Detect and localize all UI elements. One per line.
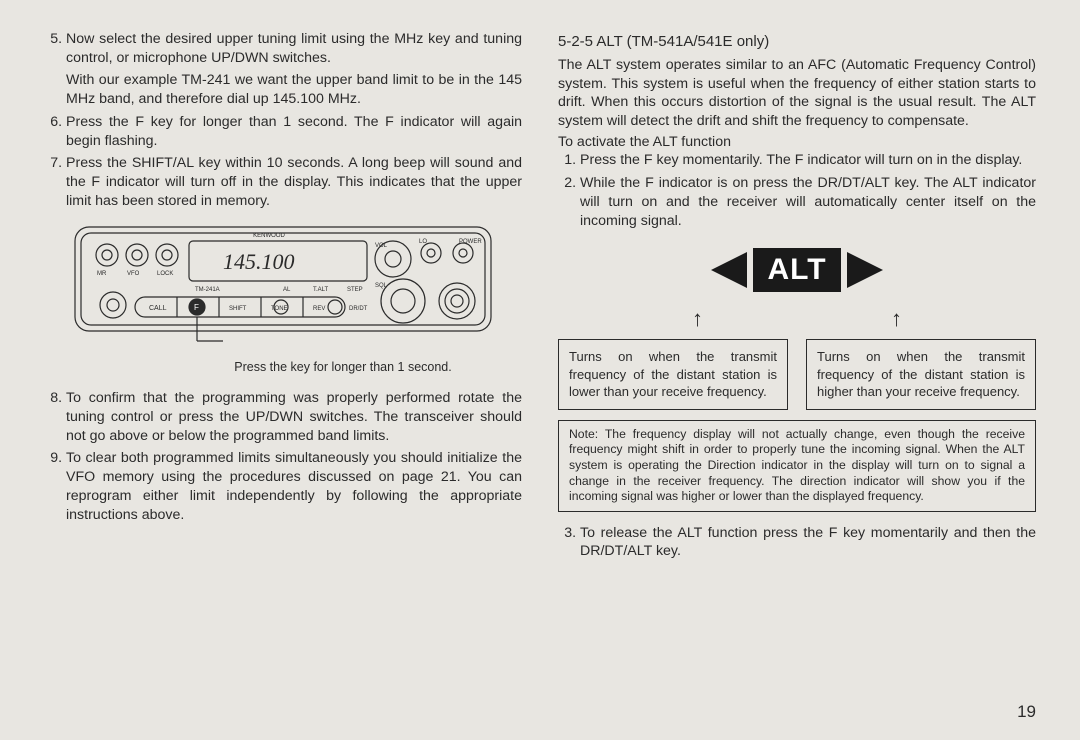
- rstep-3: To release the ALT function press the F …: [580, 524, 1036, 561]
- step-6: Press the F key for longer than 1 second…: [66, 113, 522, 150]
- svg-text:VFO: VFO: [127, 271, 140, 277]
- rstep-1: Press the F key momentarily. The F indic…: [580, 151, 1036, 170]
- step-7: Press the SHIFT/AL key within 10 seconds…: [66, 154, 522, 210]
- left-column: Now select the desired upper tuning limi…: [44, 30, 522, 565]
- up-arrow-right-icon: ↑: [891, 304, 902, 333]
- svg-text:SHIFT: SHIFT: [229, 306, 247, 312]
- activate-label: To activate the ALT function: [558, 133, 1036, 152]
- callout-boxes: Turns on when the transmit frequency of …: [558, 339, 1036, 410]
- triangle-right-icon: [847, 252, 883, 288]
- svg-text:TM-241A: TM-241A: [195, 287, 220, 293]
- display-freq: 145.100: [223, 249, 295, 274]
- radio-caption: Press the key for longer than 1 second.: [44, 359, 522, 376]
- note-body: The frequency display will not actually …: [569, 427, 1025, 503]
- svg-text:AL: AL: [283, 287, 291, 293]
- page-number: 19: [1017, 702, 1036, 722]
- svg-text:POWER: POWER: [459, 239, 482, 245]
- step-5-p1: Now select the desired upper tuning limi…: [66, 31, 522, 66]
- svg-text:TONE: TONE: [271, 306, 288, 312]
- svg-text:T.ALT: T.ALT: [313, 287, 329, 293]
- svg-text:LOCK: LOCK: [157, 271, 173, 277]
- svg-text:KENWOOD: KENWOOD: [253, 233, 285, 239]
- callout-left: Turns on when the transmit frequency of …: [558, 339, 788, 410]
- rstep-2: While the F indicator is on press the DR…: [580, 174, 1036, 230]
- right-column: 5-2-5 ALT (TM-541A/541E only) The ALT sy…: [558, 30, 1036, 565]
- right-list-b: To release the ALT function press the F …: [558, 524, 1036, 561]
- intro-text: The ALT system operates similar to an AF…: [558, 56, 1036, 131]
- svg-text:F: F: [194, 303, 199, 312]
- left-list-a: Now select the desired upper tuning limi…: [44, 30, 522, 211]
- alt-badge: ALT: [753, 248, 840, 292]
- note-label: Note:: [569, 427, 598, 441]
- svg-text:STEP: STEP: [347, 287, 363, 293]
- left-list-b: To confirm that the programming was prop…: [44, 389, 522, 524]
- svg-text:REV: REV: [313, 306, 325, 312]
- svg-text:DR/DT: DR/DT: [349, 306, 368, 312]
- triangle-left-icon: [711, 252, 747, 288]
- section-heading: 5-2-5 ALT (TM-541A/541E only): [558, 32, 1036, 52]
- svg-text:CALL: CALL: [149, 305, 167, 312]
- step-9: To clear both programmed limits simultan…: [66, 449, 522, 524]
- svg-text:MR: MR: [97, 271, 107, 277]
- up-arrow-left-icon: ↑: [692, 304, 703, 333]
- step-5: Now select the desired upper tuning limi…: [66, 30, 522, 109]
- note-box: Note: The frequency display will not act…: [558, 420, 1036, 512]
- radio-illustration: MR VFO LOCK 145.100 KENWOOD TM-241A AL T…: [73, 225, 493, 355]
- step-8: To confirm that the programming was prop…: [66, 389, 522, 445]
- up-arrow-row: ↑ ↑: [558, 304, 1036, 333]
- right-list-a: Press the F key momentarily. The F indic…: [558, 151, 1036, 230]
- callout-right: Turns on when the transmit frequency of …: [806, 339, 1036, 410]
- alt-indicator-row: ALT: [558, 248, 1036, 292]
- step-5-p2: With our example TM-241 we want the uppe…: [66, 71, 522, 108]
